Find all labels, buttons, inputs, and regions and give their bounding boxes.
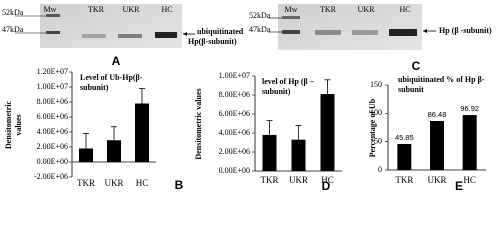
x-tick-label: UKR <box>289 175 308 185</box>
y-axis-label: Densitometric values <box>194 88 203 159</box>
arrow-head <box>183 32 187 36</box>
lane-label: HC <box>161 5 172 14</box>
bar <box>430 120 444 170</box>
y-axis-label: Densitometric <box>4 101 13 149</box>
value-label: 45.85 <box>395 133 414 142</box>
chart-title: Level of Ub-Hp(β- <box>80 73 143 82</box>
mw-label: 52kDa <box>249 11 271 20</box>
x-tick-label: TKR <box>395 175 413 185</box>
y-tick-label: 0.00E+00 <box>219 166 250 175</box>
figure: 52kDa 47kDa Mw TKR UKR HC ubiquitinated … <box>2 4 492 193</box>
annotation: Hp (β -subunit) <box>439 26 492 35</box>
blot-a: 52kDa 47kDa Mw TKR UKR HC ubiquitinated … <box>2 4 244 68</box>
mw-label: 47kDa <box>2 25 24 34</box>
y-tick-label: 1.00E+07 <box>219 71 250 80</box>
chart-title: level of Hp (β – <box>262 77 315 86</box>
y-tick-label: 50 <box>374 136 382 145</box>
band <box>118 34 142 38</box>
band <box>282 16 300 19</box>
y-tick-label: 0 <box>378 165 382 174</box>
x-tick-label: HC <box>321 175 334 185</box>
lane-label: TKR <box>320 5 337 14</box>
band <box>46 31 60 34</box>
panel-label: E <box>455 179 463 193</box>
band <box>155 32 177 38</box>
panel-label: B <box>175 178 184 192</box>
y-tick-label: 150 <box>370 80 382 89</box>
blot-c: 52kDa 47kDa Mw TKR UKR HC Hp (β -subunit… <box>249 4 492 73</box>
band <box>282 30 300 34</box>
y-tick-label: 8.00E+06 <box>37 97 68 106</box>
mw-label: 52kDa <box>2 8 24 17</box>
band <box>315 30 341 35</box>
panel-label: D <box>322 179 331 193</box>
x-tick-label: HC <box>136 178 149 188</box>
lane-label: HC <box>399 5 410 14</box>
panel-label: C <box>412 59 421 73</box>
y-tick-label: 8.00E+06 <box>219 90 250 99</box>
lane-label: Mw <box>44 5 57 14</box>
panel-label: A <box>112 54 121 68</box>
y-tick-label: -2.00E+06 <box>34 172 68 181</box>
y-tick-label: 2.00E+06 <box>37 142 68 151</box>
bar <box>107 140 121 162</box>
y-tick-label: 1.20E+07 <box>37 67 68 76</box>
x-tick-label: TKR <box>261 175 279 185</box>
lane-label: Mw <box>285 5 298 14</box>
bar <box>397 144 412 170</box>
band <box>82 34 106 38</box>
bar <box>135 103 149 162</box>
band <box>389 29 417 36</box>
value-label: 86.48 <box>428 110 447 119</box>
y-tick-label: 1.00E+07 <box>37 82 68 91</box>
chart-title: subunit) <box>262 87 291 96</box>
chart-title: ubiquitinated % of Hp β- <box>398 75 485 84</box>
x-tick-label: TKR <box>77 178 95 188</box>
y-tick-label: 100 <box>370 108 382 117</box>
bar <box>320 94 335 171</box>
band <box>46 14 60 17</box>
bar <box>462 115 477 170</box>
bar <box>291 139 306 171</box>
y-axis-label: values <box>14 114 23 135</box>
y-tick-label: 4.00E+06 <box>37 127 68 136</box>
x-tick-label: UKR <box>104 178 123 188</box>
y-tick-label: 6.00E+06 <box>37 112 68 121</box>
y-tick-label: 0.00E+00 <box>37 157 68 166</box>
bar <box>262 134 277 171</box>
lane-label: UKR <box>123 5 141 14</box>
lane-label: UKR <box>358 5 376 14</box>
lane-label: TKR <box>88 5 105 14</box>
x-tick-label: UKR <box>427 175 446 185</box>
chart-title: subunit <box>398 85 424 94</box>
annotation: Hp(β-subunit) <box>188 37 237 46</box>
bar <box>79 148 93 162</box>
gel <box>278 4 422 50</box>
y-axis-label: Percentage of Ub <box>368 98 377 157</box>
arrow-head <box>423 29 427 33</box>
x-tick-label: HC <box>463 175 476 185</box>
y-tick-label: 4.00E+06 <box>219 128 250 137</box>
annotation: ubiquitinated <box>197 27 244 36</box>
y-tick-label: 6.00E+06 <box>219 109 250 118</box>
y-tick-label: 2.00E+06 <box>219 147 250 156</box>
chart-title: subunit) <box>80 83 109 92</box>
gel <box>40 4 182 48</box>
mw-label: 47kDa <box>249 25 271 34</box>
band <box>352 30 378 35</box>
value-label: 96.92 <box>460 104 479 113</box>
